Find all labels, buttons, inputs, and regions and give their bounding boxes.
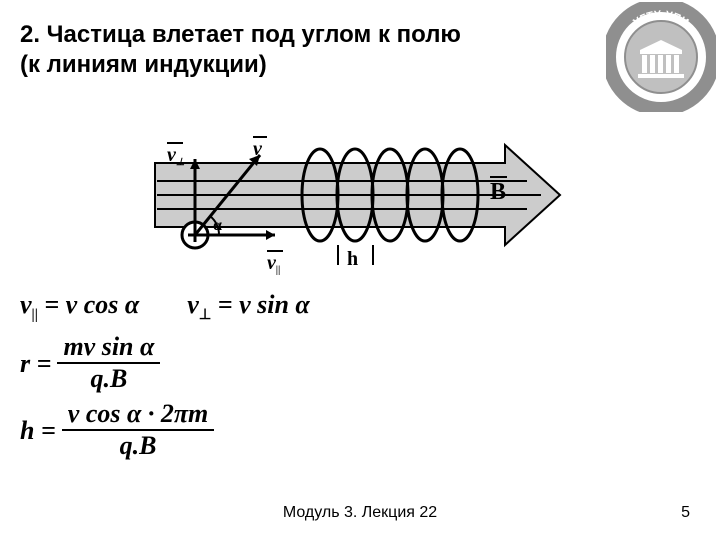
label-B: B — [490, 179, 506, 205]
formulas-block: v|| = v cos α v⊥ = v sin α r = mv sin α … — [20, 285, 310, 467]
label-v-par-bottom: v|| — [267, 252, 280, 275]
slide-title: 2. Частица влетает под углом к полю (к л… — [20, 20, 461, 80]
physics-diagram: B v|| v⊥ v α — [145, 115, 565, 275]
label-v-perp: v⊥ — [167, 144, 185, 168]
formula-row-1: v|| = v cos α v⊥ = v sin α — [20, 285, 310, 327]
title-line1: 2. Частица влетает под углом к полю — [20, 21, 461, 48]
label-v: v — [253, 138, 263, 160]
label-alpha: α — [213, 217, 222, 234]
formula-row-2: r = mv sin α q.B — [20, 333, 310, 394]
footer-module: Модуль 3. Лекция 22 — [0, 504, 720, 522]
title-line2: (к линиям индукции) — [20, 51, 267, 78]
formula-row-3: h = v cos α · 2πm q.B — [20, 400, 310, 461]
university-logo: УГТУ-УПИ — [606, 2, 716, 117]
f1-right: v⊥ = v sin α — [187, 285, 310, 327]
label-h: h — [347, 248, 358, 270]
f1-left: v|| = v cos α — [20, 285, 139, 327]
footer-page: 5 — [681, 504, 690, 522]
